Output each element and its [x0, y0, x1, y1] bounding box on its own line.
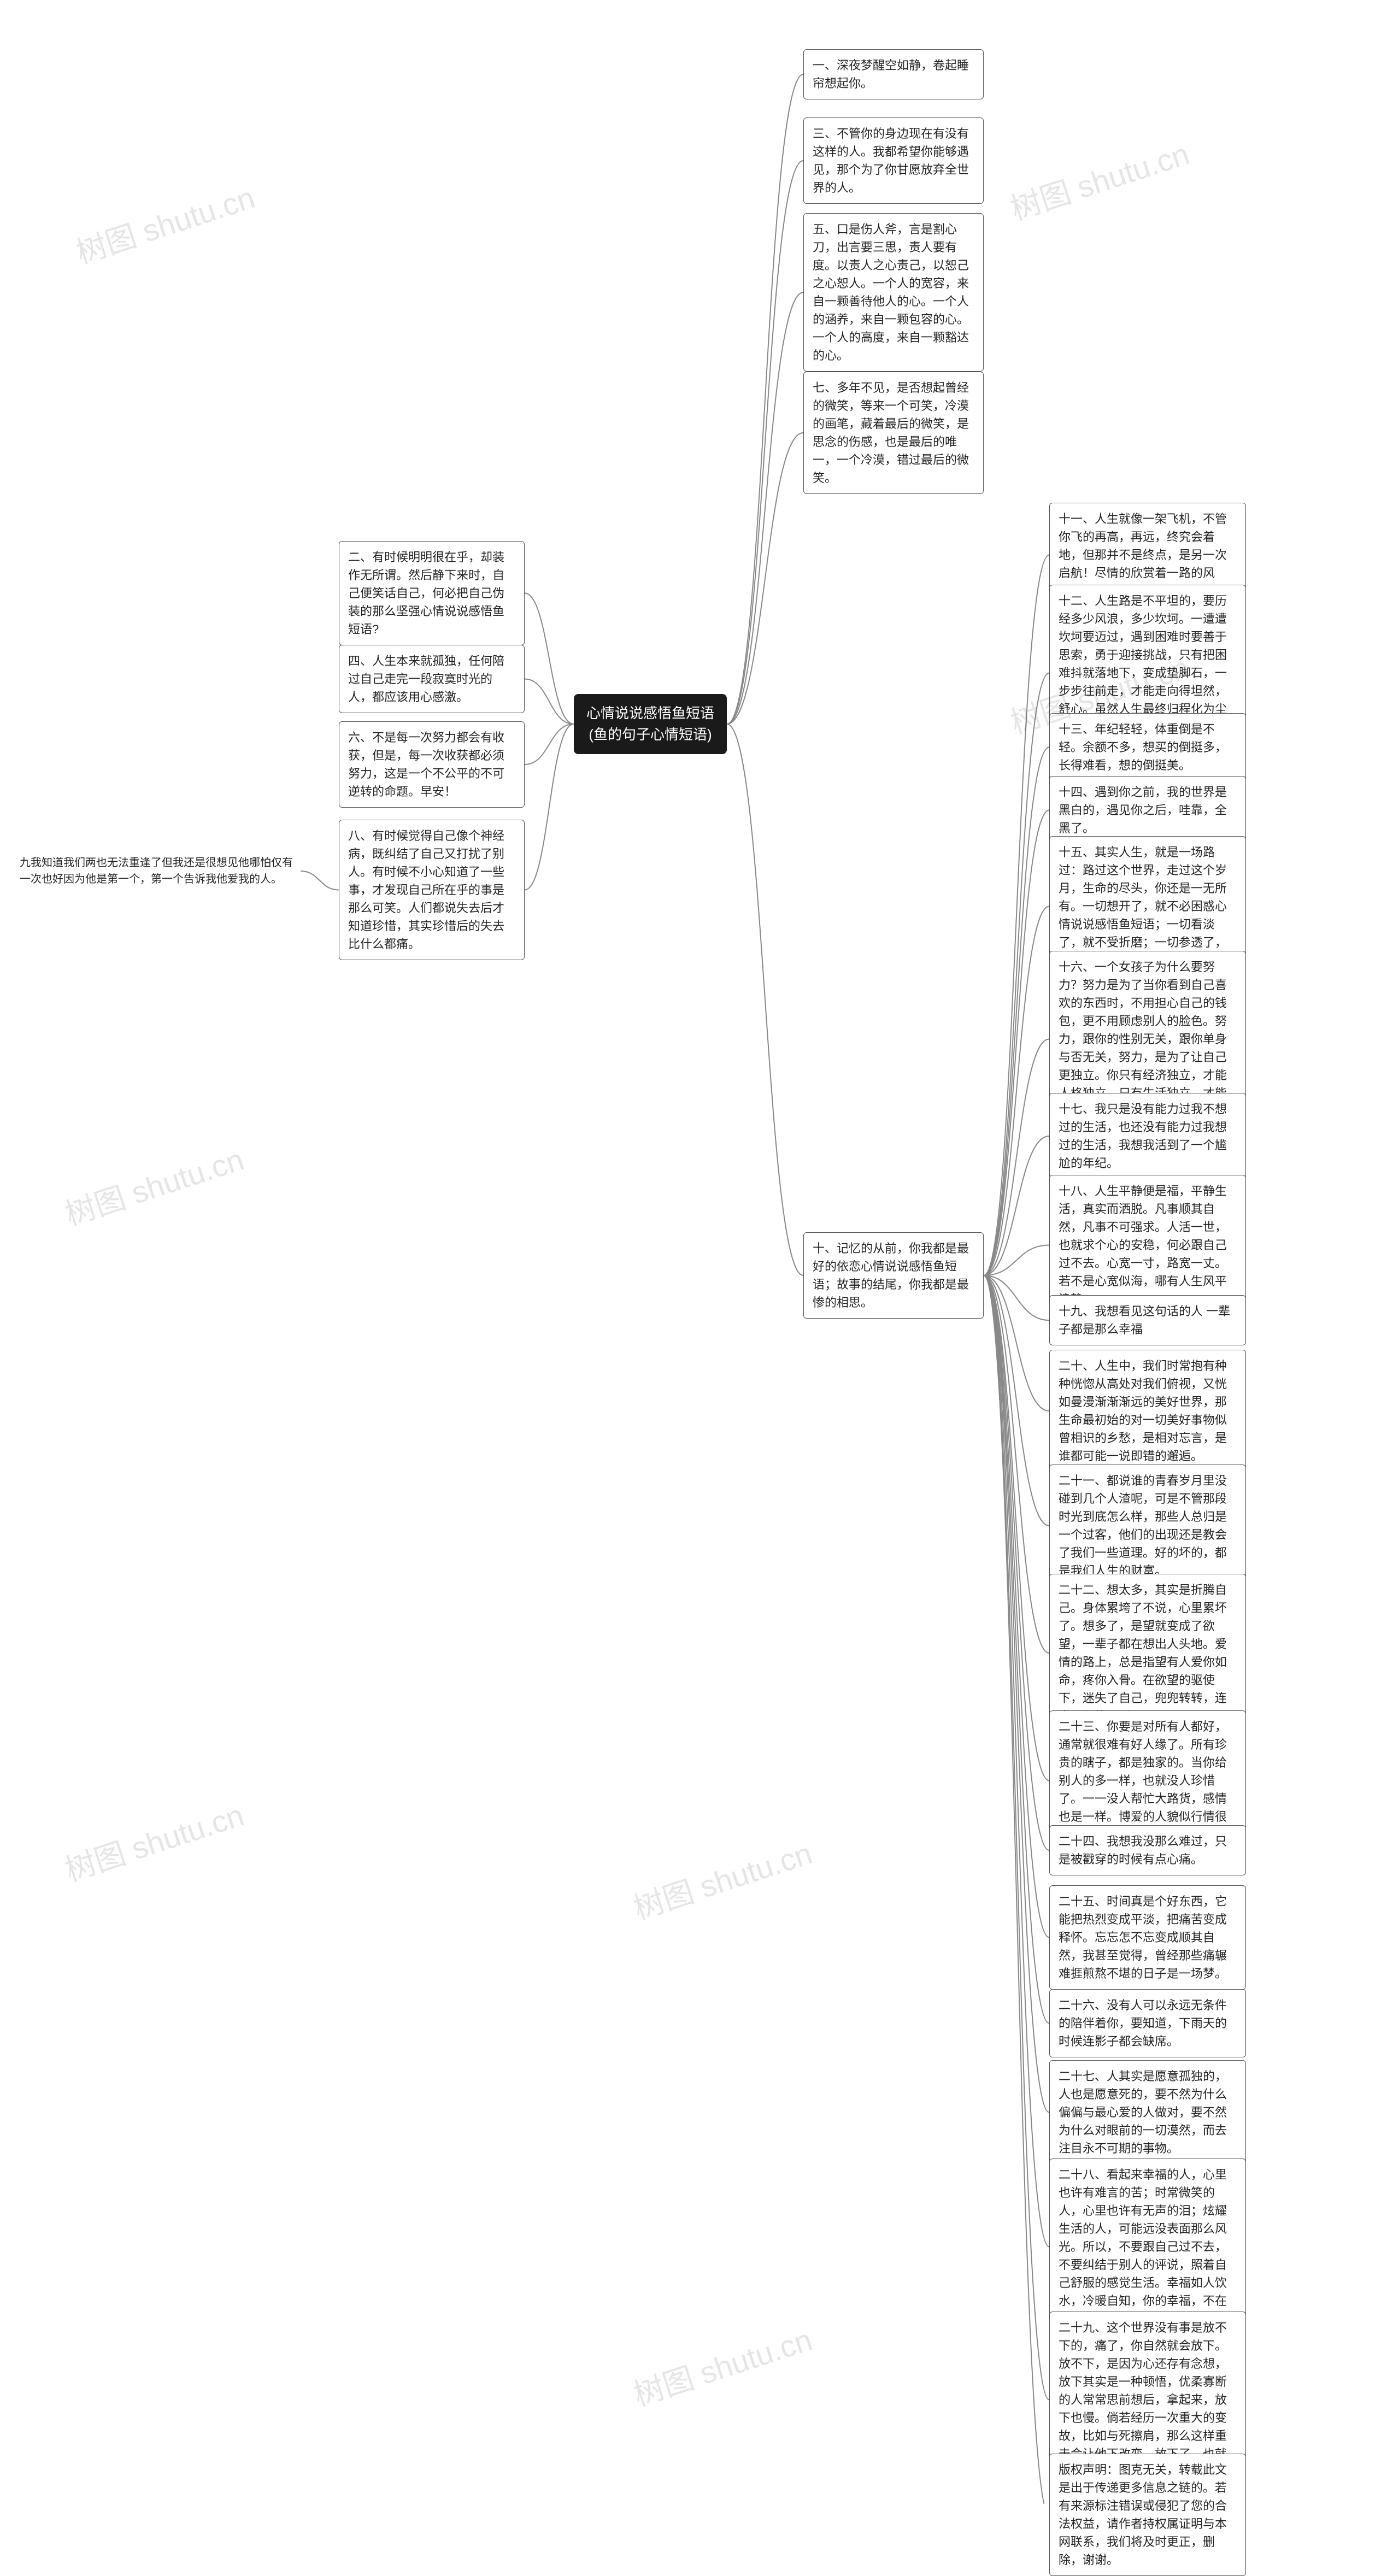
branch-node-b10: 十、记忆的从前，你我都是最好的依恋心情说说感悟鱼短语；故事的结尾，你我都是最惨的…: [803, 1232, 984, 1319]
branch-node-r18: 十八、人生平静便是福，平静生活，真实而洒脱。凡事顺其自然，凡事不可强求。人活一世…: [1049, 1175, 1246, 1315]
branch-node-b2: 二、有时候明明很在乎，却装作无所谓。然后静下来时，自己便笑话自己，何必把自己伪装…: [339, 541, 525, 645]
branch-node-r14: 十四、遇到你之前，我的世界是黑白的，遇见你之后，哇靠，全黑了。: [1049, 776, 1246, 844]
center-node: 心情说说感悟鱼短语(鱼的句子心情短语): [574, 694, 727, 754]
branch-node-r22: 二十二、想太多，其实是折腾自己。身体累垮了不说，心里累坏了。想多了，是望就变成了…: [1049, 1574, 1246, 1732]
branch-node-b7: 七、多年不见，是否想起曾经的微笑，等来一个可笑，冷漠的画笔，藏着最后的微笑，是思…: [803, 372, 984, 494]
branch-node-r26: 二十六、没有人可以永远无条件的陪伴着你，要知道，下雨天的时候连影子都会缺席。: [1049, 1989, 1246, 2057]
branch-node-r20: 二十、人生中，我们时常抱有种种恍惚从高处对我们俯视，又恍如曼漫渐渐渐远的美好世界…: [1049, 1350, 1246, 1472]
branch-node-rC: 版权声明：图克无关，转载此文是出于传递更多信息之链的。若有来源标注错误或侵犯了您…: [1049, 2454, 1246, 2576]
branch-node-b6: 六、不是每一次努力都会有收获，但是，每一次收获都必须努力，这是一个不公平的不可逆…: [339, 721, 525, 808]
branch-node-r17: 十七、我只是没有能力过我不想过的生活，也还没有能力过我想过的生活，我想我活到了一…: [1049, 1093, 1246, 1179]
watermark: 树图 shutu.cn: [1004, 130, 1194, 229]
watermark: 树图 shutu.cn: [627, 2315, 817, 2415]
branch-node-b4: 四、人生本来就孤独，任何陪过自己走完一段寂寞时光的人，都应该用心感激。: [339, 645, 525, 713]
branch-node-b3: 三、不管你的身边现在有没有这样的人。我都希望你能够遇见，那个为了你甘愿放弃全世界…: [803, 117, 984, 204]
watermark: 树图 shutu.cn: [58, 1135, 249, 1234]
branch-node-r25: 二十五、时间真是个好东西，它能把热烈变成平淡，把痛苦变成释怀。忘忘怎不忘变成顺其…: [1049, 1885, 1246, 1990]
branch-node-r28: 二十八、看起来幸福的人，心里也许有难言的苦；时常微笑的人，心里也许有无声的泪；炫…: [1049, 2159, 1246, 2335]
branch-node-b9: 九我知道我们两也无法重逢了但我还是很想见他哪怕仅有一次也好因为他是第一个，第一个…: [16, 852, 301, 890]
watermark: 树图 shutu.cn: [58, 1791, 249, 1890]
branch-node-r13: 十三、年纪轻轻，体重倒是不轻。余额不多，想买的倒挺多，长得难看，想的倒挺美。: [1049, 713, 1246, 781]
branch-node-r21: 二十一、都说谁的青春岁月里没碰到几个人渣呢，可是不管那段时光到底怎么样，那些人总…: [1049, 1465, 1246, 1587]
watermark: 树图 shutu.cn: [627, 1829, 817, 1928]
branch-node-b1: 一、深夜梦醒空如静，卷起睡帘想起你。: [803, 49, 984, 99]
branch-node-r27: 二十七、人其实是愿意孤独的，人也是愿意死的，要不然为什么偏偏与最心爱的人做对，要…: [1049, 2060, 1246, 2165]
branch-node-b5: 五、口是伤人斧，言是割心刀，出言要三思，责人要有度。以责人之心责己，以恕己之心恕…: [803, 213, 984, 372]
branch-node-r19: 十九、我想看见这句话的人 一辈子都是那么幸福: [1049, 1295, 1246, 1345]
branch-node-r24: 二十四、我想我没那么难过，只是被戳穿的时候有点心痛。: [1049, 1825, 1246, 1875]
watermark: 树图 shutu.cn: [69, 173, 260, 273]
branch-node-b8: 八、有时候觉得自己像个神经病，既纠结了自己又打扰了别人。有时候不小心知道了一些事…: [339, 820, 525, 960]
